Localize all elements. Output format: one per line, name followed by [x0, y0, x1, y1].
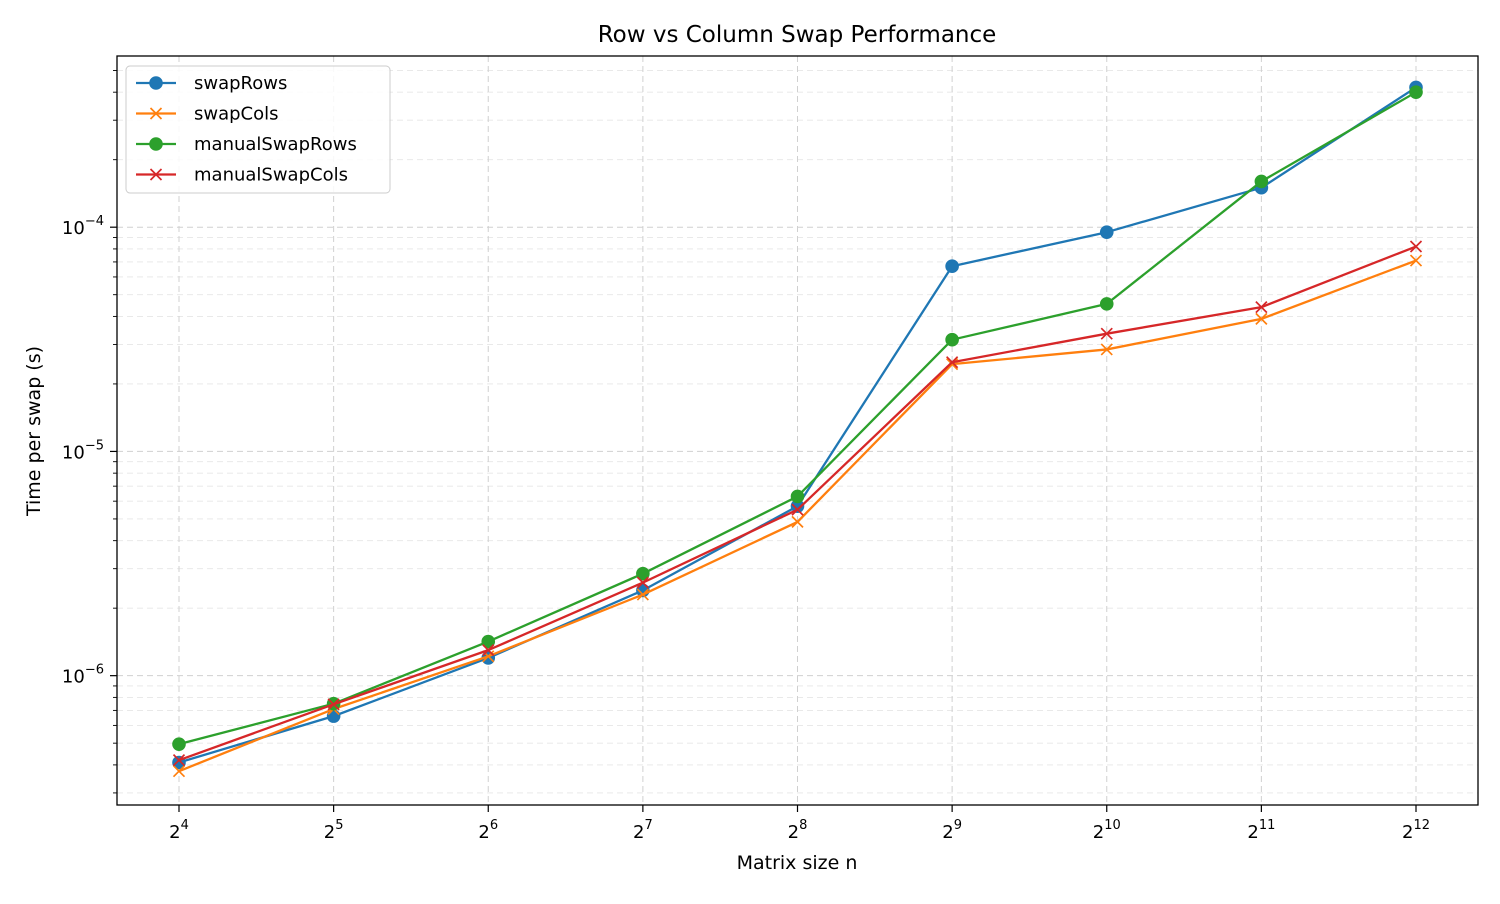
legend-box: [125, 65, 391, 194]
y-tick-label-base: 10: [62, 667, 85, 688]
series-manual-swap-cols: [172, 240, 1423, 767]
data-point-manual-swap-cols: [482, 644, 495, 657]
x-tick-label: 25: [324, 818, 344, 843]
x-axis-label: Matrix size n: [737, 852, 858, 874]
data-point-manual-swap-rows: [481, 634, 496, 649]
series-swap-cols: [172, 254, 1423, 778]
x-tick-label: 26: [478, 818, 498, 843]
x-tick-label-base: 2: [633, 822, 644, 843]
x-tick-label-base: 2: [324, 822, 335, 843]
legend-label: swapCols: [194, 104, 279, 125]
x-tick-label-base: 2: [169, 822, 180, 843]
data-point-manual-swap-cols: [1409, 240, 1423, 253]
x-tick-label: 24: [169, 818, 189, 843]
data-point-manual-swap-cols: [1255, 301, 1268, 314]
legend-item-manual-swap-rows: manualSwapRows: [136, 134, 357, 155]
legend-label: manualSwapCols: [194, 165, 348, 186]
data-point-manual-swap-rows: [945, 332, 959, 347]
data-point-manual-swap-rows: [636, 566, 650, 581]
x-tick-label-base: 2: [1247, 822, 1258, 843]
data-point-swap-cols: [791, 515, 804, 529]
x-tick-label-exponent: 7: [644, 818, 652, 833]
x-tick-label-exponent: 11: [1259, 818, 1276, 833]
y-tick-label: 10−6: [62, 663, 104, 688]
data-point-swap-cols: [636, 588, 649, 601]
series-swap-rows: [172, 80, 1423, 770]
x-tick-label-exponent: 10: [1104, 818, 1121, 833]
y-tick-label-base: 10: [62, 218, 85, 239]
x-tick-label-exponent: 4: [181, 818, 189, 833]
data-point-swap-cols: [1409, 254, 1423, 267]
data-point-manual-swap-rows: [790, 489, 805, 504]
x-tick-label: 28: [788, 818, 808, 843]
x-tick-label-exponent: 9: [954, 818, 962, 833]
legend-marker: [149, 76, 163, 90]
legend-marker: [149, 168, 163, 181]
x-tick-label-exponent: 5: [335, 818, 343, 833]
legend-item-manual-swap-cols: manualSwapCols: [136, 165, 348, 186]
legend: swapRows swapCols manualSwapRows manualSwap…: [125, 65, 391, 194]
y-axis-label: Time per swap (s): [23, 346, 45, 517]
series-layer: [172, 80, 1423, 778]
x-tick-label-base: 2: [1402, 822, 1413, 843]
x-tick-label-exponent: 12: [1413, 818, 1430, 833]
x-tick-label-base: 2: [788, 822, 799, 843]
y-tick-label: 10−4: [62, 214, 104, 239]
x-tick-label-base: 2: [478, 822, 489, 843]
x-tick-label-exponent: 6: [490, 818, 498, 833]
y-tick-label-base: 10: [62, 442, 85, 463]
data-point-manual-swap-cols: [327, 698, 340, 711]
data-point-manual-swap-cols: [791, 503, 804, 516]
x-tick-label: 210: [1093, 818, 1121, 843]
x-tick-label: 27: [633, 818, 653, 843]
legend-label: manualSwapRows: [194, 134, 357, 155]
data-point-manual-swap-rows: [1099, 297, 1114, 311]
data-point-swap-cols: [172, 765, 186, 778]
data-point-manual-swap-cols: [636, 576, 649, 589]
data-point-manual-swap-cols: [946, 356, 959, 369]
data-point-manual-swap-cols: [1100, 327, 1113, 340]
data-point-swap-cols: [1100, 343, 1113, 356]
data-point-swap-cols: [1255, 312, 1268, 325]
legend-marker: [149, 107, 163, 120]
data-point-manual-swap-rows: [1254, 174, 1269, 189]
x-tick-label-exponent: 8: [799, 818, 807, 833]
legend-marker: [149, 137, 163, 151]
chart-title: Row vs Column Swap Performance: [598, 22, 997, 48]
data-point-manual-swap-rows: [172, 737, 186, 751]
y-tick-label-exponent: −6: [85, 663, 104, 678]
data-point-manual-swap-cols: [172, 754, 186, 767]
y-tick-label-exponent: −5: [85, 438, 104, 453]
legend-item-swap-cols: swapCols: [136, 104, 279, 125]
legend-label: swapRows: [194, 73, 287, 94]
x-tick-label: 29: [942, 818, 962, 843]
y-tick-label-exponent: −4: [85, 214, 104, 229]
y-tick-label: 10−5: [62, 438, 104, 463]
legend-item-swap-rows: swapRows: [136, 73, 287, 94]
x-tick-label: 212: [1402, 818, 1430, 843]
data-point-swap-rows: [1099, 225, 1114, 239]
x-tick-label-base: 2: [1093, 822, 1104, 843]
x-tick-label: 211: [1247, 818, 1275, 843]
data-point-swap-rows: [945, 259, 959, 273]
x-tick-label-base: 2: [942, 822, 953, 843]
data-point-manual-swap-rows: [1409, 85, 1423, 99]
